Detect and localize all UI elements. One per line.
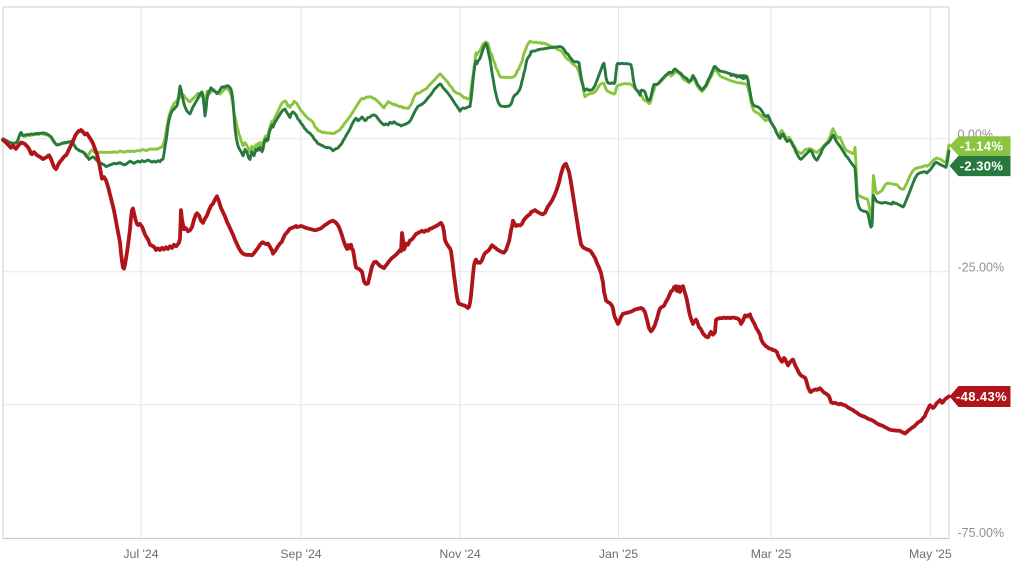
svg-text:Sep '24: Sep '24 <box>280 547 321 561</box>
svg-text:-48.43%: -48.43% <box>956 389 1007 404</box>
svg-text:-75.00%: -75.00% <box>958 526 1005 540</box>
svg-text:-25.00%: -25.00% <box>958 260 1005 274</box>
svg-text:-2.30%: -2.30% <box>960 159 1004 174</box>
svg-text:May '25: May '25 <box>909 547 952 561</box>
svg-text:Jan '25: Jan '25 <box>599 547 638 561</box>
svg-text:Mar '25: Mar '25 <box>751 547 792 561</box>
svg-text:-1.14%: -1.14% <box>960 139 1004 154</box>
svg-text:Nov '24: Nov '24 <box>439 547 480 561</box>
svg-text:Jul '24: Jul '24 <box>123 547 158 561</box>
